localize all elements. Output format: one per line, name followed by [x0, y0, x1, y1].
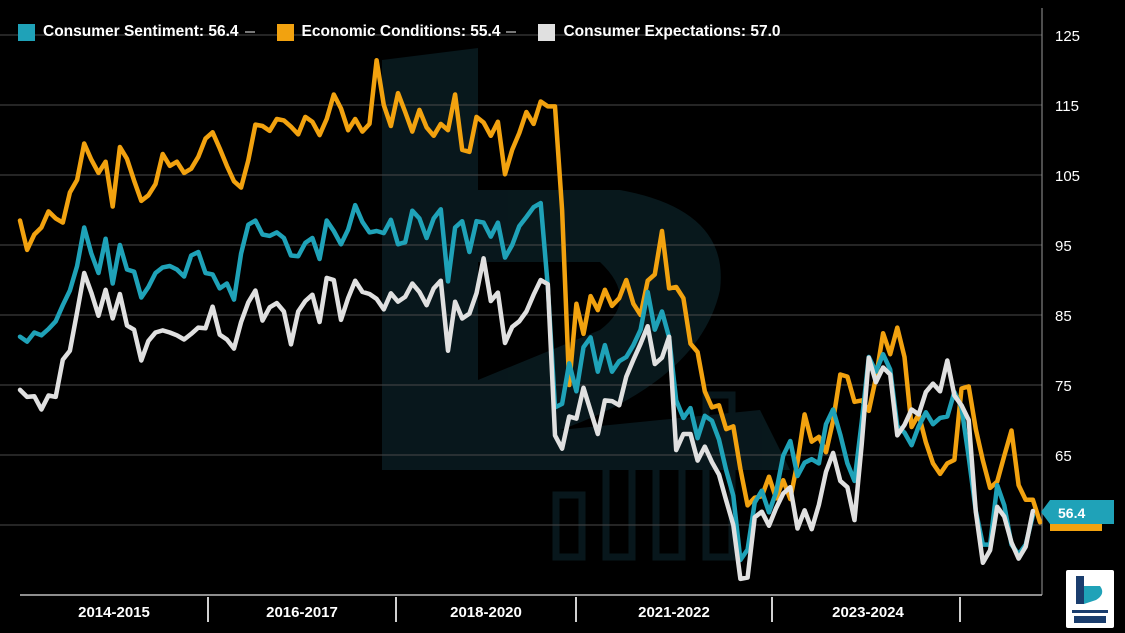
logo-mark-icon — [1076, 576, 1084, 604]
series-line-economic-conditions — [17, 57, 1043, 525]
legend-separator — [244, 31, 255, 33]
y-tick-label: 115 — [1055, 98, 1079, 115]
y-tick-label: 65 — [1055, 448, 1072, 465]
legend-item-expectations: Consumer Expectations: 57.0 — [538, 23, 781, 41]
end-value-badge: 56.4 — [1041, 500, 1114, 531]
legend-item-economic: Economic Conditions: 55.4 — [276, 23, 517, 41]
y-tick-label: 105 — [1055, 168, 1080, 185]
brand-logo — [1066, 570, 1114, 628]
x-period-label: 2014-2015 — [78, 604, 150, 621]
legend-label-expectations: Consumer Expectations: 57.0 — [563, 23, 781, 40]
y-axis-ticks: 125 115 105 95 85 75 65 — [1055, 28, 1080, 465]
x-period-label: 2021-2022 — [638, 604, 710, 621]
y-tick-label: 75 — [1055, 378, 1072, 395]
legend-swatch-sentiment — [18, 23, 35, 41]
y-tick-label: 95 — [1055, 238, 1072, 255]
y-tick-label: 125 — [1055, 28, 1080, 45]
y-tick-label: 85 — [1055, 308, 1072, 325]
legend-item-sentiment: Consumer Sentiment: 56.4 — [18, 23, 255, 41]
legend-swatch-expectations — [538, 23, 556, 41]
legend-label-economic: Economic Conditions: 55.4 — [301, 23, 501, 40]
series-line-consumer-expectations — [17, 256, 1036, 582]
legend-separator — [506, 31, 517, 33]
x-period-label: 2023-2024 — [832, 604, 904, 621]
legend-swatch-economic — [276, 23, 294, 41]
x-axis: 2014-2015 2016-2017 2018-2020 2021-2022 2023… — [20, 594, 1042, 622]
end-value-label: 56.4 — [1058, 505, 1085, 521]
x-period-label: 2016-2017 — [266, 604, 338, 621]
legend-label-sentiment: Consumer Sentiment: 56.4 — [43, 23, 239, 40]
x-period-label: 2018-2020 — [450, 604, 522, 621]
series-layer — [17, 57, 1043, 582]
gridlines — [0, 34, 1042, 526]
legend: Consumer Sentiment: 56.4 Economic Condit… — [18, 20, 803, 44]
